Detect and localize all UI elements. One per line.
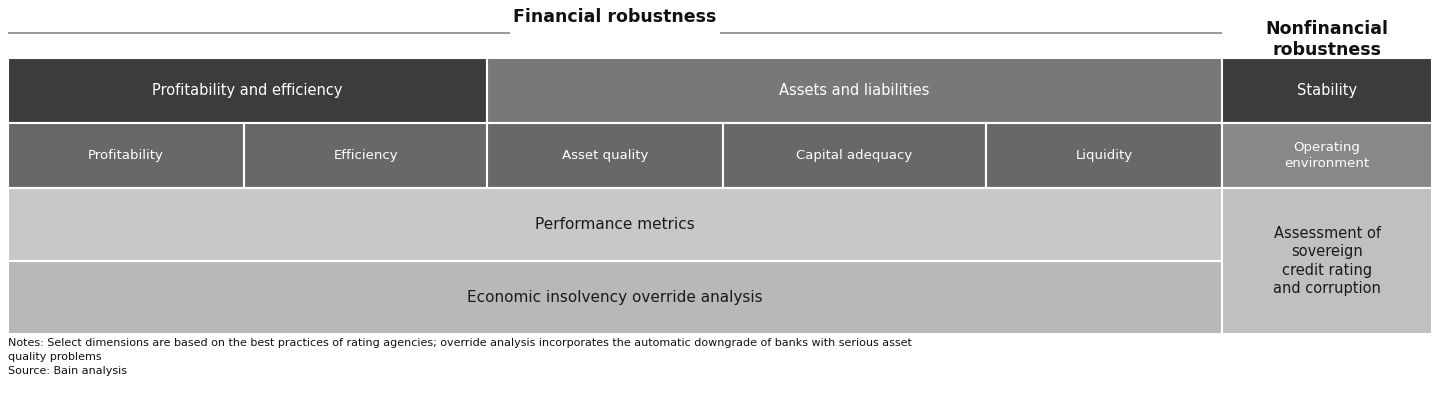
- Text: Efficiency: Efficiency: [333, 149, 397, 162]
- Bar: [723, 123, 986, 188]
- Text: Financial robustness: Financial robustness: [513, 8, 717, 26]
- Text: Notes: Select dimensions are based on the best practices of rating agencies; ove: Notes: Select dimensions are based on th…: [9, 338, 912, 376]
- Bar: [1223, 188, 1431, 334]
- Bar: [1223, 58, 1431, 123]
- Text: Stability: Stability: [1297, 83, 1356, 98]
- Bar: [9, 261, 1223, 334]
- Text: Profitability: Profitability: [88, 149, 164, 162]
- Bar: [245, 123, 487, 188]
- Text: Assessment of
sovereign
credit rating
and corruption: Assessment of sovereign credit rating an…: [1273, 226, 1381, 296]
- Bar: [487, 58, 1223, 123]
- Bar: [9, 58, 487, 123]
- Text: Assets and liabilities: Assets and liabilities: [779, 83, 930, 98]
- Text: Liquidity: Liquidity: [1076, 149, 1132, 162]
- Bar: [1223, 123, 1431, 188]
- Text: Asset quality: Asset quality: [562, 149, 648, 162]
- Text: Profitability and efficiency: Profitability and efficiency: [153, 83, 343, 98]
- Bar: [487, 123, 723, 188]
- Text: Performance metrics: Performance metrics: [536, 217, 696, 232]
- Bar: [9, 188, 1223, 261]
- Text: Economic insolvency override analysis: Economic insolvency override analysis: [467, 290, 763, 305]
- Bar: [9, 123, 245, 188]
- Text: Nonfinancial
robustness: Nonfinancial robustness: [1266, 20, 1388, 59]
- Bar: [986, 123, 1223, 188]
- Text: Operating
environment: Operating environment: [1284, 141, 1369, 170]
- Text: Capital adequacy: Capital adequacy: [796, 149, 913, 162]
